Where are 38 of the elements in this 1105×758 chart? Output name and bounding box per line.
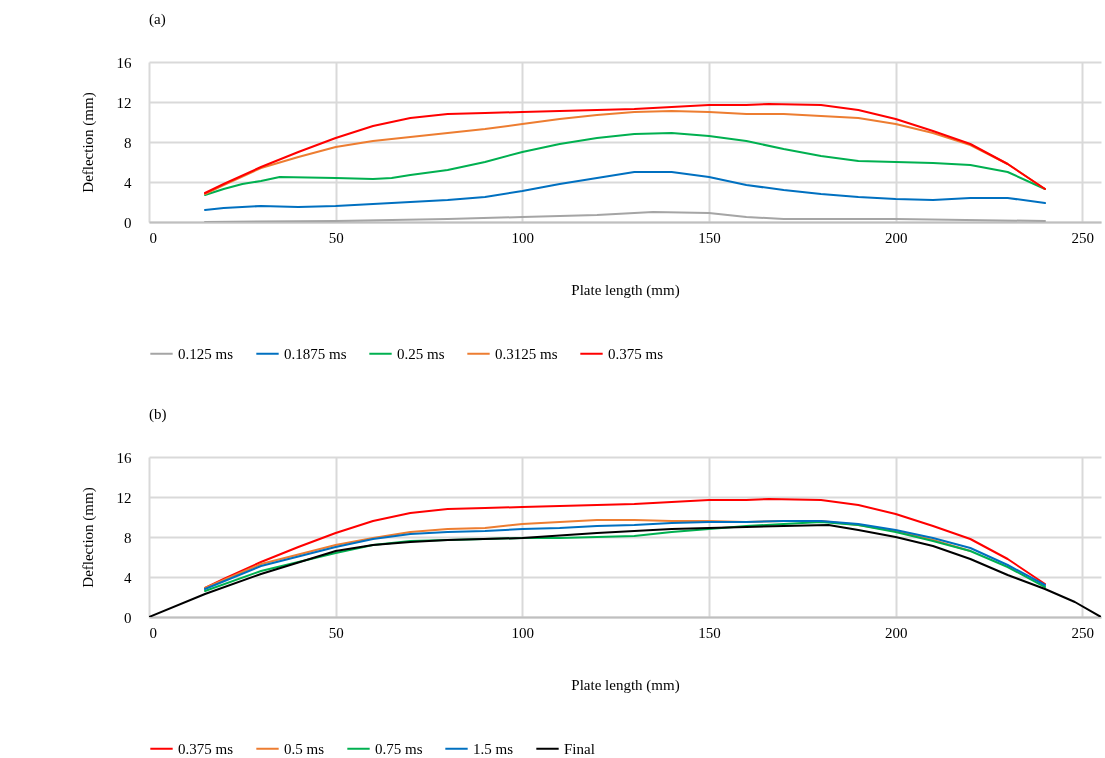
legend-label: 0.25 ms — [397, 345, 445, 362]
y-tick-label: 8 — [124, 134, 132, 151]
y-tick-label: 12 — [116, 94, 132, 111]
y-tick-label: 16 — [116, 449, 132, 466]
x-tick-label: 150 — [698, 229, 721, 246]
y-axis-title: Deflection (mm) — [79, 92, 97, 193]
x-tick-label: 250 — [1071, 624, 1095, 641]
chart-title: (a) — [149, 11, 166, 28]
legend-label: 0.375 ms — [608, 345, 664, 362]
x-axis-title: Plate length (mm) — [571, 281, 680, 299]
y-tick-label: 16 — [116, 54, 132, 71]
legend-label: 0.1875 ms — [284, 345, 347, 362]
legend-label: 0.75 ms — [375, 740, 423, 757]
x-tick-label: 200 — [884, 624, 908, 641]
x-tick-label: 50 — [328, 624, 344, 641]
x-axis-title: Plate length (mm) — [571, 676, 680, 694]
y-tick-label: 0 — [124, 609, 132, 626]
y-tick-label: 12 — [116, 489, 132, 506]
x-tick-label: 100 — [511, 624, 535, 641]
x-tick-label: 100 — [511, 229, 535, 246]
x-tick-label: 200 — [884, 229, 908, 246]
y-axis-title: Deflection (mm) — [79, 487, 97, 588]
legend-label: 0.3125 ms — [495, 345, 558, 362]
x-tick-label: 250 — [1071, 229, 1095, 246]
x-tick-label: 150 — [698, 624, 721, 641]
legend-label: 1.5 ms — [473, 740, 514, 757]
y-tick-label: 8 — [124, 529, 132, 546]
y-tick-label: 4 — [124, 174, 132, 191]
x-tick-label: 50 — [328, 229, 344, 246]
x-tick-label: 0 — [149, 624, 157, 641]
x-tick-label: 0 — [149, 229, 157, 246]
y-tick-label: 4 — [124, 569, 132, 586]
legend-label: Final — [564, 740, 595, 757]
legend-label: 0.5 ms — [284, 740, 325, 757]
chart-title: (b) — [149, 406, 167, 423]
y-tick-label: 0 — [124, 214, 132, 231]
legend-label: 0.125 ms — [178, 345, 234, 362]
legend-label: 0.375 ms — [178, 740, 234, 757]
